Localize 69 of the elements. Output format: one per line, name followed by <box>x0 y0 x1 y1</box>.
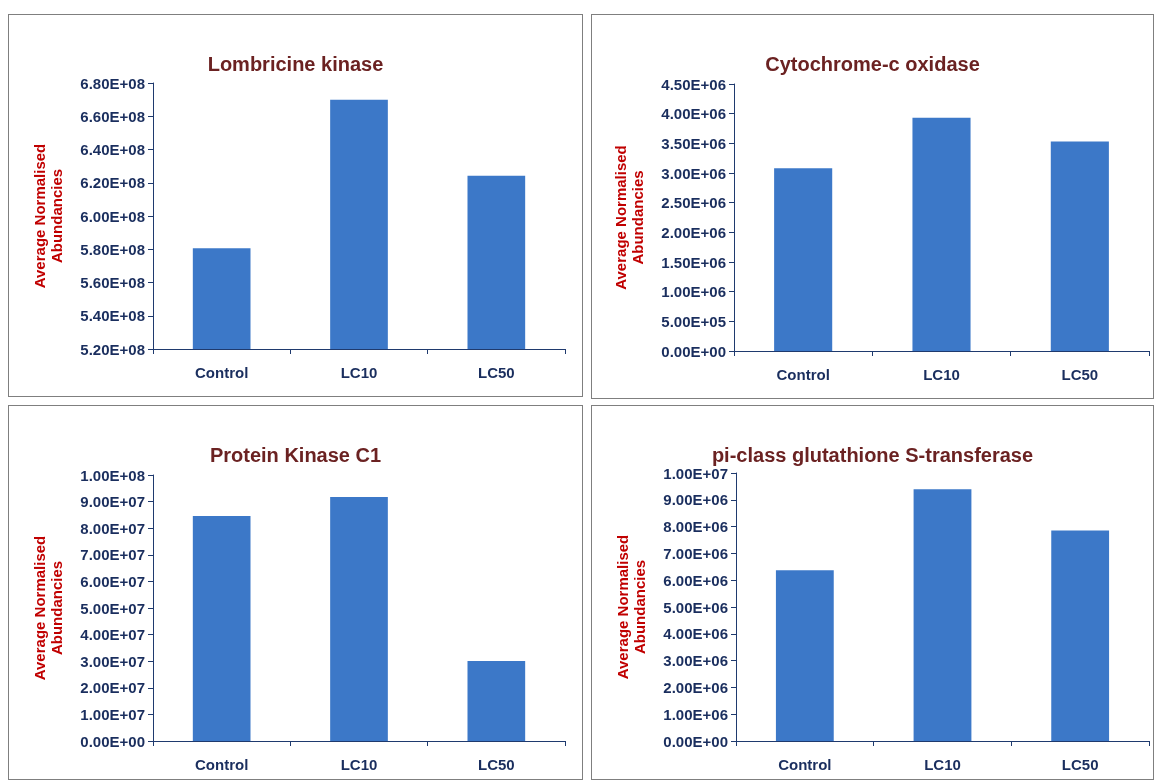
y-tick-label: 5.00E+07 <box>80 599 145 617</box>
y-tick-label: 0.00E+00 <box>80 732 145 750</box>
y-tick-label: 1.00E+08 <box>80 466 145 484</box>
y-tick-label: 6.80E+08 <box>80 74 145 92</box>
y-tick-label: 9.00E+06 <box>663 491 728 509</box>
chart-title: Cytochrome-c oxidase <box>765 53 980 75</box>
y-tick-label: 0.00E+00 <box>661 342 726 360</box>
bar <box>192 515 251 741</box>
x-tick-label: LC50 <box>1061 366 1099 383</box>
y-tick-label: 2.00E+06 <box>663 678 728 696</box>
x-tick-label: LC50 <box>1061 756 1099 773</box>
y-tick-label: 5.60E+08 <box>80 274 145 291</box>
bar <box>467 660 526 741</box>
y-tick-label: 6.60E+08 <box>80 107 145 125</box>
bar <box>1051 530 1110 741</box>
y-tick-label: 2.00E+06 <box>661 223 726 241</box>
x-tick-label: LC10 <box>923 366 960 383</box>
y-tick-label: 5.20E+08 <box>80 340 145 358</box>
x-tick-label: LC50 <box>477 756 515 773</box>
y-tick-label: 2.00E+07 <box>80 679 145 697</box>
y-tick-label: 7.00E+07 <box>80 546 145 564</box>
y-tick-label: 6.00E+08 <box>80 207 145 225</box>
x-tick-label: LC10 <box>340 364 378 381</box>
bar <box>774 168 833 351</box>
y-tick-label: 5.00E+06 <box>663 598 728 616</box>
y-tick-label: 1.00E+06 <box>663 705 728 723</box>
y-tick-label: 4.50E+06 <box>661 75 726 93</box>
y-axis-title: Average Normalised Abundancies <box>614 534 648 680</box>
y-tick-label: 5.80E+08 <box>80 240 145 258</box>
bar <box>912 117 971 351</box>
x-tick-label: Control <box>195 756 249 773</box>
y-tick-label: 1.50E+06 <box>661 253 726 271</box>
y-tick-label: 6.20E+08 <box>80 174 145 192</box>
x-tick-label: Control <box>778 756 832 773</box>
y-axis-title: Average Normalised Abundancies <box>31 143 65 289</box>
chart-title: Protein Kinase C1 <box>209 444 382 466</box>
x-tick-label: LC50 <box>477 364 515 381</box>
y-tick-label: 6.00E+06 <box>663 571 728 589</box>
y-tick-label: 4.00E+07 <box>80 626 145 644</box>
y-tick-label: 5.40E+08 <box>80 307 145 325</box>
y-tick-label: 6.40E+08 <box>80 141 145 158</box>
y-tick-label: 2.50E+06 <box>661 194 726 212</box>
y-tick-label: 6.00E+07 <box>80 572 145 590</box>
y-tick-label: 1.00E+07 <box>80 705 145 723</box>
y-tick-label: 0.00E+00 <box>663 732 728 750</box>
bar <box>330 497 388 741</box>
y-tick-label: 1.00E+06 <box>661 283 726 301</box>
y-tick-label: 4.00E+06 <box>661 105 726 123</box>
chart-title: pi-class glutathione S-transferase <box>711 444 1034 466</box>
x-tick-label: Control <box>195 364 249 381</box>
y-tick-label: 3.00E+06 <box>663 652 728 670</box>
y-tick-label: 8.00E+06 <box>663 518 728 536</box>
y-tick-label: 3.00E+07 <box>80 652 145 670</box>
bar <box>1050 141 1109 351</box>
y-tick-label: 3.00E+06 <box>661 164 726 182</box>
chart-title: Lombricine kinase <box>207 53 384 75</box>
y-tick-label: 7.00E+06 <box>663 544 728 562</box>
x-tick-label: LC10 <box>924 756 961 773</box>
y-tick-label: 5.00E+05 <box>661 312 726 330</box>
bar <box>913 489 972 741</box>
bar <box>775 570 834 741</box>
y-tick-label: 9.00E+07 <box>80 493 145 511</box>
x-tick-label: Control <box>776 366 830 383</box>
y-tick-label: 4.00E+06 <box>663 625 728 643</box>
y-axis-title: Average Normalised Abundancies <box>612 145 646 290</box>
y-tick-label: 8.00E+07 <box>80 519 145 537</box>
x-tick-label: LC10 <box>340 756 378 773</box>
y-axis-title: Average Normalised Abundancies <box>31 535 65 681</box>
y-tick-label: 3.50E+06 <box>661 134 726 152</box>
